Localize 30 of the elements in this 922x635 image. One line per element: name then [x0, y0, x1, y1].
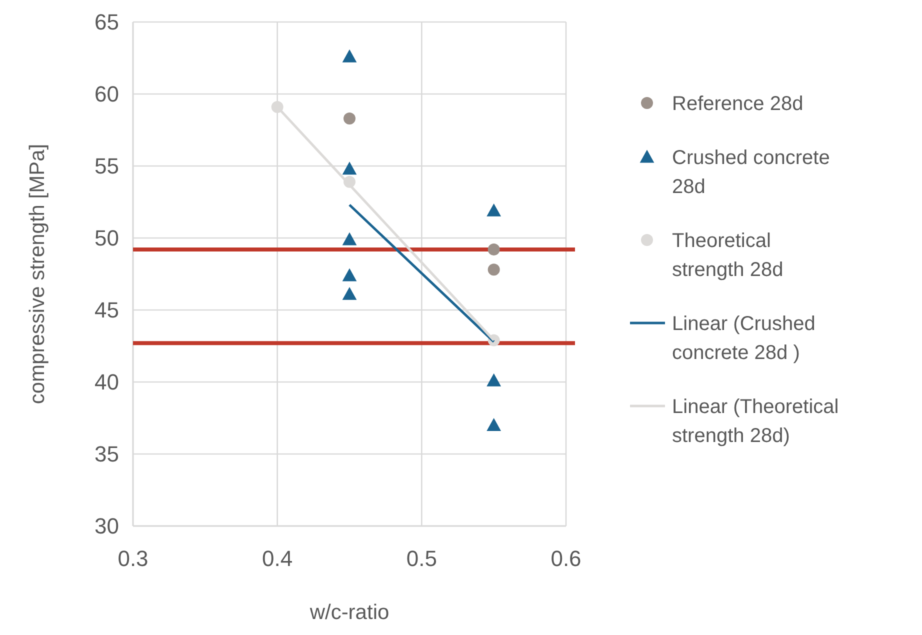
x-axis-title: w/c-ratio [308, 601, 390, 624]
legend-label: Linear (Theoretical strength 28d) [672, 396, 839, 447]
legend-label: Theoretical strength 28d [672, 230, 784, 281]
point [486, 418, 502, 431]
point [342, 49, 357, 62]
x-tick-label: 0.4 [262, 546, 293, 571]
point [486, 203, 502, 216]
point [488, 264, 500, 276]
y-tick-label: 40 [94, 370, 119, 395]
point [342, 268, 357, 282]
y-tick-label: 65 [94, 10, 119, 35]
y-tick-label: 30 [94, 514, 119, 539]
point [342, 232, 357, 246]
x-tick-label: 0.5 [406, 546, 437, 571]
point [488, 244, 500, 256]
x-tick-label: 0.3 [118, 546, 148, 571]
legend-label: Crushed concrete 28d [672, 147, 830, 198]
point [342, 162, 357, 175]
point [342, 286, 357, 300]
y-tick-label: 60 [94, 82, 119, 107]
legend-label: Reference 28d [672, 93, 804, 115]
y-axis-title: compressive strength [MPa] [26, 144, 49, 404]
point [486, 373, 502, 386]
legend-label: Linear (Crushed concrete 28d ) [672, 313, 816, 364]
point [344, 112, 356, 124]
y-tick-label: 35 [94, 442, 119, 467]
y-tick-label: 50 [94, 226, 119, 251]
y-tick-label: 55 [94, 154, 119, 179]
y-tick-label: 45 [94, 298, 119, 323]
x-tick-label: 0.6 [550, 546, 582, 571]
